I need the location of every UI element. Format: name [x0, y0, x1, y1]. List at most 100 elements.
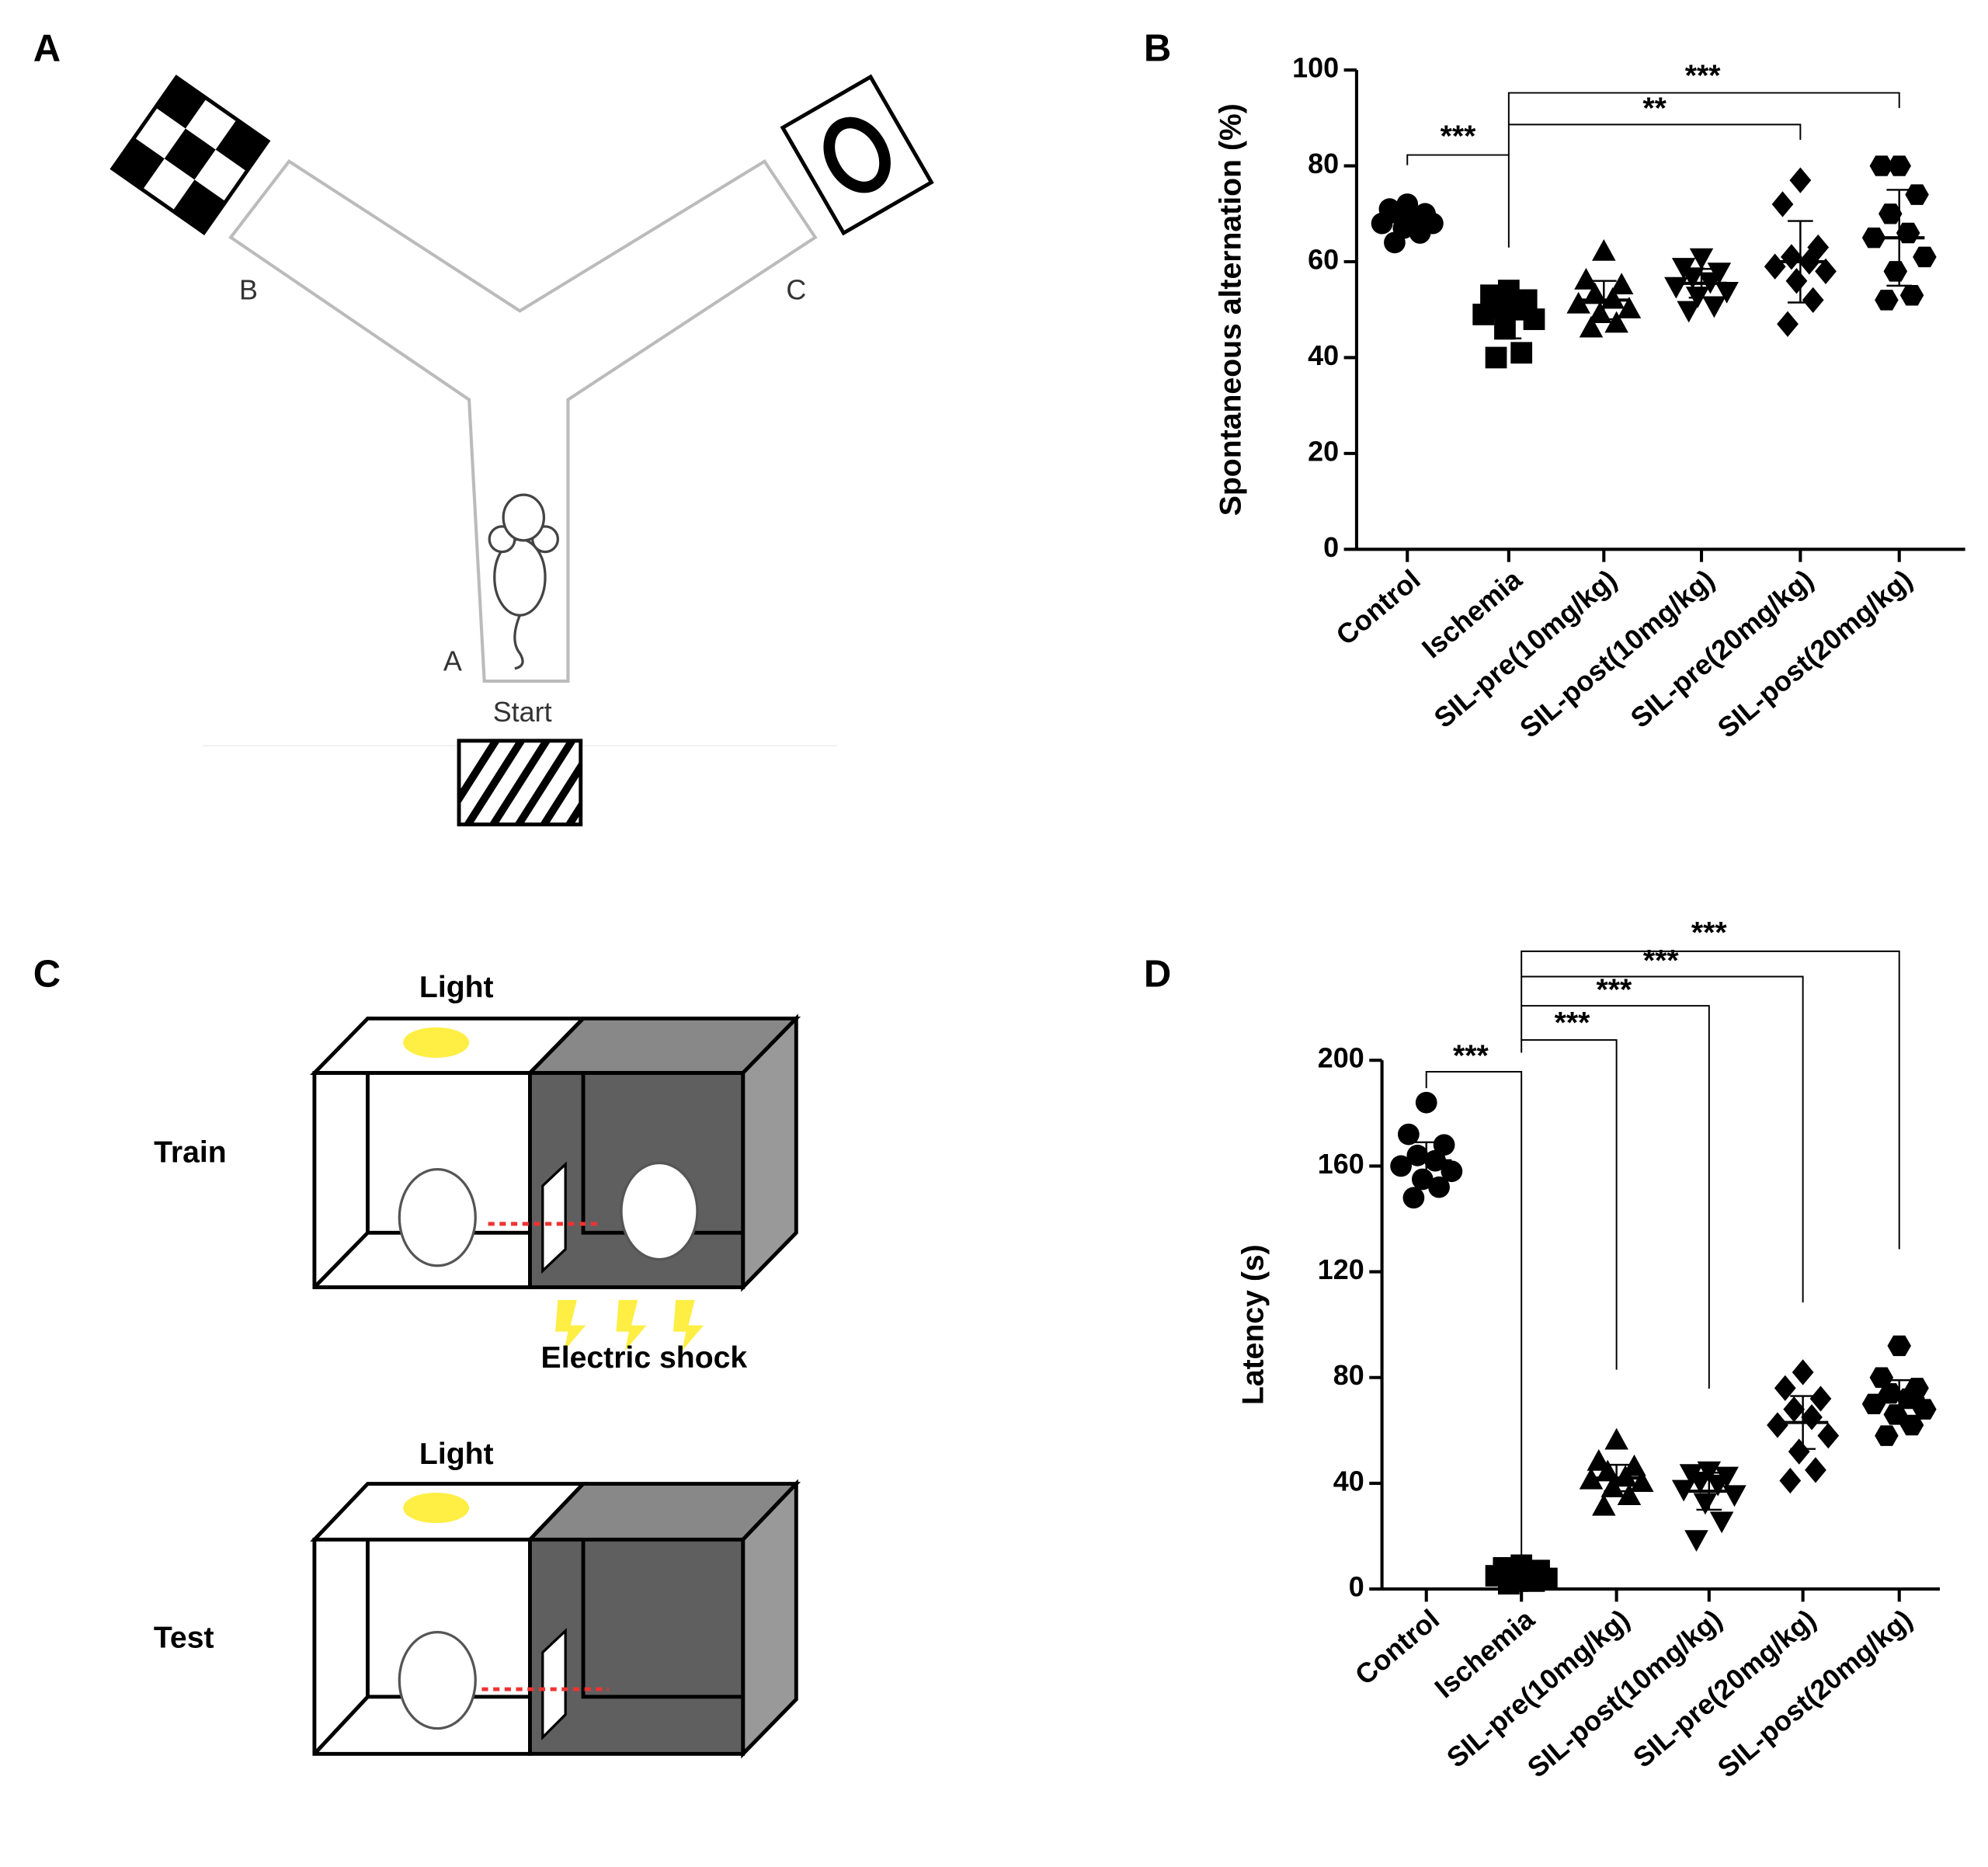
- data-point: [1433, 1134, 1455, 1156]
- data-point: [1510, 342, 1533, 364]
- data-point: [1574, 268, 1598, 290]
- y-tick-label: 160: [1318, 1148, 1364, 1180]
- data-point: [1788, 1438, 1810, 1465]
- data-point: [1415, 1091, 1437, 1114]
- data-point: [1887, 1335, 1911, 1357]
- stripe-cue: [457, 739, 583, 827]
- data-point: [1715, 281, 1739, 304]
- data-point: [1792, 1359, 1814, 1385]
- data-point: [1671, 1479, 1696, 1502]
- panel-label: A: [33, 28, 61, 70]
- arm-label: B: [239, 273, 258, 305]
- x-tick-label: SIL-pre(20mg/kg): [1625, 563, 1819, 734]
- data-point: [1579, 315, 1604, 338]
- significance-label: **: [1642, 92, 1667, 126]
- y-tick-label: 200: [1318, 1042, 1364, 1074]
- data-point: [1905, 184, 1929, 205]
- data-point: [1774, 1375, 1796, 1402]
- significance-bracket: [1507, 123, 1802, 155]
- data-point: [1705, 1474, 1730, 1497]
- data-point: [1494, 318, 1516, 340]
- data-point: [1869, 1367, 1894, 1388]
- significance-bracket: [1507, 92, 1900, 125]
- data-point: [1899, 285, 1924, 306]
- significance-label: ***: [1555, 1007, 1590, 1040]
- data-point: [1604, 311, 1628, 333]
- data-point: [1600, 287, 1625, 309]
- data-point: [1617, 297, 1642, 318]
- y-tick-label: 60: [1308, 244, 1339, 276]
- data-point: [1789, 167, 1812, 193]
- y-tick-label: 40: [1333, 1465, 1364, 1497]
- data-point: [1592, 239, 1616, 261]
- y-axis-title: Spontaneous alternation (%): [1214, 103, 1247, 516]
- data-point: [1779, 1467, 1802, 1494]
- data-point: [1613, 1465, 1638, 1487]
- y-tick-label: 0: [1323, 531, 1339, 563]
- data-point: [1485, 346, 1507, 369]
- data-point: [1617, 1483, 1642, 1506]
- significance-bracket: [1521, 1039, 1618, 1370]
- y-maze: B C A Start: [109, 74, 934, 827]
- data-point: [1722, 1485, 1746, 1507]
- train-box: [310, 1013, 801, 1351]
- data-point: [1861, 227, 1886, 249]
- data-point: [1805, 1457, 1826, 1483]
- data-point: [1879, 203, 1903, 224]
- data-point: [1913, 1399, 1937, 1420]
- panel-label: D: [1144, 953, 1171, 995]
- data-point: [1595, 1459, 1620, 1482]
- shock-label: Electric shock: [541, 1341, 748, 1375]
- significance-bracket: [1521, 975, 1804, 1303]
- data-point: [1777, 311, 1799, 337]
- data-point: [1441, 1160, 1463, 1183]
- data-point: [1680, 267, 1705, 290]
- start-label: Start: [493, 696, 552, 728]
- data-point: [1817, 1422, 1840, 1449]
- data-point: [1869, 155, 1894, 176]
- y-tick-label: 40: [1308, 339, 1339, 371]
- data-point: [1785, 268, 1808, 294]
- data-point: [1384, 231, 1406, 254]
- data-point: [1677, 301, 1701, 323]
- significance-label: ***: [1441, 120, 1476, 154]
- train-label: Train: [154, 1135, 227, 1169]
- data-point: [1783, 1396, 1806, 1423]
- data-point: [1913, 246, 1937, 268]
- test-box: [310, 1479, 801, 1759]
- data-point: [1664, 276, 1688, 299]
- y-axis-title: Latency (s): [1237, 1244, 1270, 1405]
- arm-label: C: [786, 273, 806, 305]
- data-point: [1815, 258, 1837, 285]
- panel-label: C: [33, 953, 61, 995]
- y-tick-label: 120: [1318, 1253, 1364, 1285]
- panel-label: B: [1144, 28, 1171, 70]
- data-point: [1802, 287, 1824, 314]
- significance-label: ***: [1691, 916, 1727, 950]
- y-tick-label: 100: [1292, 52, 1339, 84]
- ring-cue: [780, 74, 934, 236]
- data-point: [1875, 1425, 1899, 1446]
- data-point: [1472, 304, 1495, 325]
- significance-label: ***: [1643, 944, 1679, 978]
- data-point: [1689, 248, 1714, 270]
- significance-bracket: [1425, 1070, 1523, 1560]
- significance-bracket: [1406, 154, 1510, 248]
- data-point: [1693, 1493, 1718, 1515]
- data-point: [1371, 212, 1393, 235]
- data-point: [1428, 1176, 1450, 1198]
- data-point: [1398, 1123, 1420, 1146]
- maze-outline: [228, 158, 818, 683]
- data-point: [1523, 308, 1545, 330]
- test-label: Test: [154, 1622, 214, 1655]
- data-point: [1702, 296, 1726, 318]
- y-tick-label: 80: [1308, 148, 1339, 179]
- checker-cue: [109, 75, 271, 236]
- light-label: Light: [419, 1438, 494, 1471]
- data-point: [1899, 1414, 1924, 1436]
- data-point: [1688, 1472, 1712, 1494]
- light-label: Light: [419, 971, 494, 1004]
- data-point: [1887, 155, 1911, 176]
